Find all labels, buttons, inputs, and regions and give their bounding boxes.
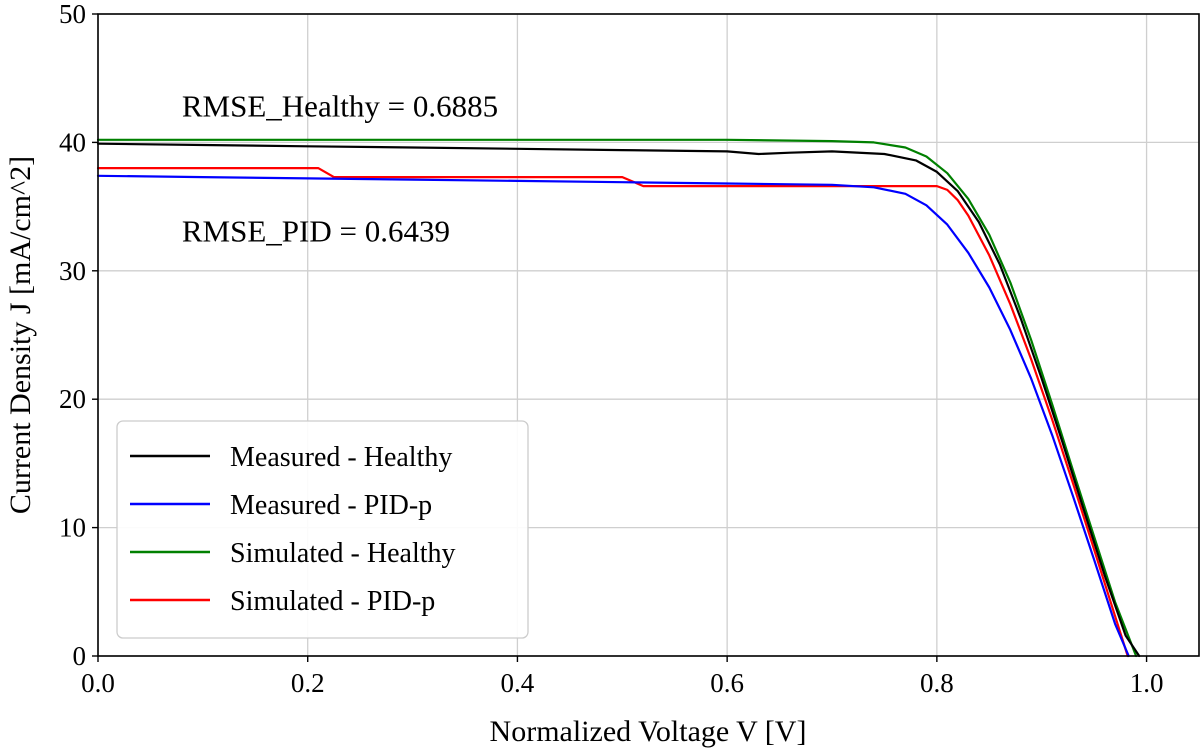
rmse-healthy-annotation: RMSE_Healthy = 0.6885 — [182, 89, 498, 124]
y-tick-label: 50 — [59, 0, 86, 29]
x-tick-label: 0.8 — [920, 668, 954, 698]
y-tick-label: 40 — [59, 127, 86, 157]
series-line-measured-pid-p — [96, 174, 1130, 658]
y-tick-label: 20 — [59, 384, 86, 414]
legend: Measured - Healthy Measured - PID-p Simula… — [116, 420, 529, 639]
x-axis-label: Normalized Voltage V [V] — [490, 715, 807, 748]
x-tick-label: 0.0 — [81, 668, 115, 698]
x-tick-label: 0.6 — [710, 668, 744, 698]
x-tick-label: 1.0 — [1130, 668, 1164, 698]
series-lines — [96, 138, 1141, 658]
x-tick-label: 0.4 — [501, 668, 535, 698]
y-tick-label: 0 — [73, 641, 87, 671]
y-tick-label: 10 — [59, 513, 86, 543]
y-axis-label: Current Density J [mA/cm^2] — [4, 156, 37, 514]
legend-label: Simulated - Healthy — [230, 538, 456, 569]
series-line-simulated-pid-p — [96, 167, 1129, 658]
legend-label: Simulated - PID-p — [230, 586, 435, 617]
plot-frame — [97, 13, 1200, 657]
y-tick-label: 30 — [59, 256, 86, 286]
rmse-pid-annotation: RMSE_PID = 0.6439 — [182, 213, 450, 248]
legend-label: Measured - PID-p — [230, 490, 432, 521]
series-line-simulated-healthy — [96, 138, 1138, 658]
legend-box — [116, 420, 529, 639]
x-tick-label: 0.2 — [291, 668, 325, 698]
series-line-measured-healthy — [96, 142, 1141, 658]
axis-ticks: 0.0 0.2 0.4 0.6 0.8 1.0 0 10 20 30 40 50 — [59, 0, 1163, 698]
legend-label: Measured - Healthy — [230, 442, 452, 473]
